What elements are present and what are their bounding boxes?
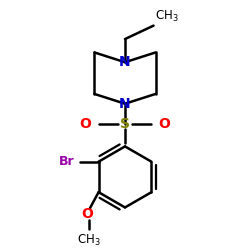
- Text: O: O: [159, 118, 170, 132]
- Text: O: O: [82, 207, 94, 221]
- Text: Br: Br: [58, 155, 74, 168]
- Text: O: O: [80, 118, 91, 132]
- Text: CH$_3$: CH$_3$: [77, 232, 101, 248]
- Text: N: N: [119, 97, 131, 111]
- Text: N: N: [119, 55, 131, 69]
- Text: S: S: [120, 118, 130, 132]
- Text: CH$_3$: CH$_3$: [155, 9, 178, 24]
